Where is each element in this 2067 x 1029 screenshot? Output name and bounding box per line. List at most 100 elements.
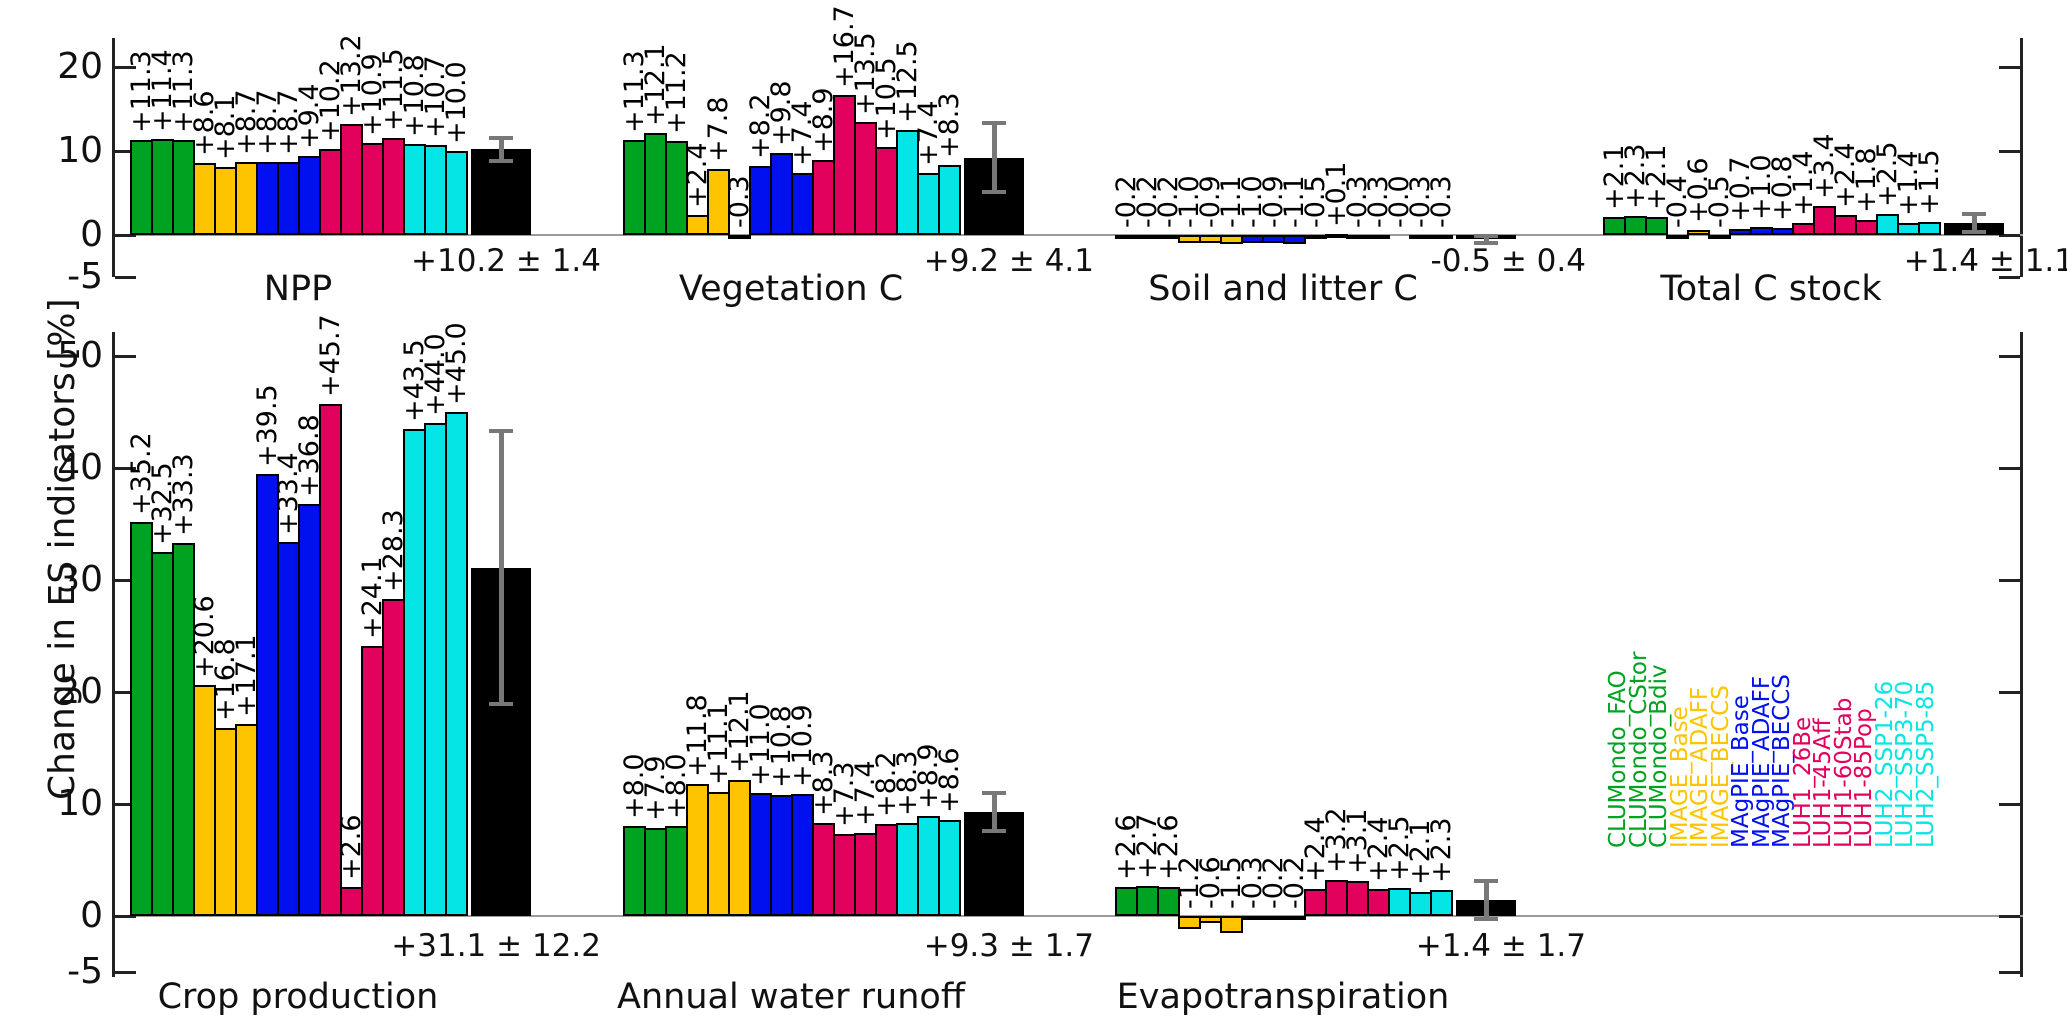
bar — [340, 124, 363, 235]
error-bar-cap — [982, 790, 1006, 795]
bar — [1855, 219, 1878, 235]
bar — [1178, 916, 1201, 930]
bar — [256, 161, 279, 235]
bar — [1603, 217, 1626, 235]
y-tick-label: 50 — [57, 335, 103, 376]
mean-value-label: +10.2 ± 1.4 — [411, 243, 601, 279]
bar — [403, 144, 426, 235]
bar — [728, 235, 751, 239]
bar — [298, 503, 321, 916]
category-label: Crop production — [157, 977, 439, 1017]
bar — [1729, 229, 1752, 235]
bar — [770, 795, 793, 916]
bar — [623, 140, 646, 235]
bar — [1220, 916, 1243, 933]
bar — [130, 521, 153, 916]
zero-line — [115, 915, 2023, 917]
bar — [319, 404, 342, 916]
y-tick — [115, 233, 136, 237]
bar — [1430, 890, 1453, 916]
category-label: Evapotranspiration — [1116, 977, 1450, 1017]
y-tick-right — [1999, 354, 2020, 358]
bar — [361, 143, 384, 235]
y-tick-label: -5 — [67, 951, 103, 992]
error-bar — [991, 792, 997, 831]
bar — [445, 151, 468, 235]
bar — [382, 138, 405, 235]
bar — [1409, 235, 1432, 239]
bar — [917, 816, 940, 916]
bar — [1409, 892, 1432, 916]
category-label: NPP — [263, 269, 333, 309]
bar — [1325, 880, 1348, 916]
bar — [812, 823, 835, 916]
error-bar-cap — [489, 135, 513, 140]
y-tick — [115, 802, 136, 806]
bar — [1897, 223, 1920, 235]
bar — [1157, 886, 1180, 916]
bar — [896, 823, 919, 916]
bar — [1115, 886, 1138, 916]
y-tick-label: 10 — [57, 783, 103, 824]
y-tick-label: 0 — [80, 214, 103, 255]
error-bar-cap — [1962, 212, 1986, 216]
bar — [235, 724, 258, 916]
bar — [812, 160, 835, 235]
bar-value-label: +8.3 — [933, 92, 965, 159]
bar — [1666, 235, 1689, 239]
category-label: Vegetation C — [678, 269, 904, 309]
y-tick-right — [1999, 578, 2020, 582]
bar — [1136, 235, 1159, 239]
y-axis-left-spine — [112, 38, 115, 277]
bar — [1624, 215, 1647, 235]
error-bar-cap — [489, 429, 513, 434]
bar — [1834, 214, 1857, 235]
bar — [1178, 235, 1201, 244]
bar — [791, 172, 814, 235]
bar — [1918, 222, 1941, 235]
error-bar — [991, 123, 997, 193]
bar — [403, 428, 426, 916]
error-bar — [1483, 881, 1489, 920]
category-label: Total C stock — [1660, 269, 1882, 309]
y-axis-right-spine — [2020, 332, 2023, 977]
bar — [1346, 881, 1369, 916]
bar — [749, 792, 772, 916]
bar — [361, 646, 384, 916]
error-bar-cap — [1474, 917, 1498, 922]
bar — [1367, 235, 1390, 239]
bar — [214, 166, 237, 235]
mean-value-label: +1.4 ± 1.7 — [1415, 928, 1586, 964]
mean-value-label: +1.4 ± 1.1 — [1903, 243, 2067, 279]
bar-value-label: +28.3 — [377, 509, 409, 593]
bar-value-label: +36.8 — [293, 414, 325, 497]
bar — [1708, 235, 1731, 240]
bar — [833, 94, 856, 235]
bar — [686, 214, 709, 235]
y-tick-right — [1999, 275, 2020, 279]
mean-value-label: -0.5 ± 0.4 — [1430, 243, 1586, 279]
bar — [1115, 235, 1138, 239]
bar — [1262, 235, 1285, 243]
y-tick-label: 20 — [57, 671, 103, 712]
bar-value-label: +8.9 — [807, 87, 839, 154]
y-tick — [115, 149, 136, 153]
error-bar-cap — [489, 159, 513, 164]
error-bar-cap — [1474, 233, 1498, 238]
bar — [1136, 885, 1159, 916]
bar — [1304, 235, 1327, 240]
bar — [665, 826, 688, 916]
bar-value-label: +1.5 — [1913, 149, 1945, 216]
bar — [1687, 229, 1710, 235]
bar-value-label: +7.8 — [702, 96, 734, 163]
mean-value-label: +31.1 ± 12.2 — [391, 928, 601, 964]
error-bar — [498, 431, 504, 705]
y-tick — [115, 578, 136, 582]
bar — [875, 824, 898, 916]
bar — [686, 783, 709, 916]
mean-value-label: +9.3 ± 1.7 — [923, 928, 1094, 964]
error-bar-cap — [982, 828, 1006, 833]
bar — [749, 166, 772, 235]
bar — [644, 133, 667, 235]
bar — [644, 827, 667, 916]
